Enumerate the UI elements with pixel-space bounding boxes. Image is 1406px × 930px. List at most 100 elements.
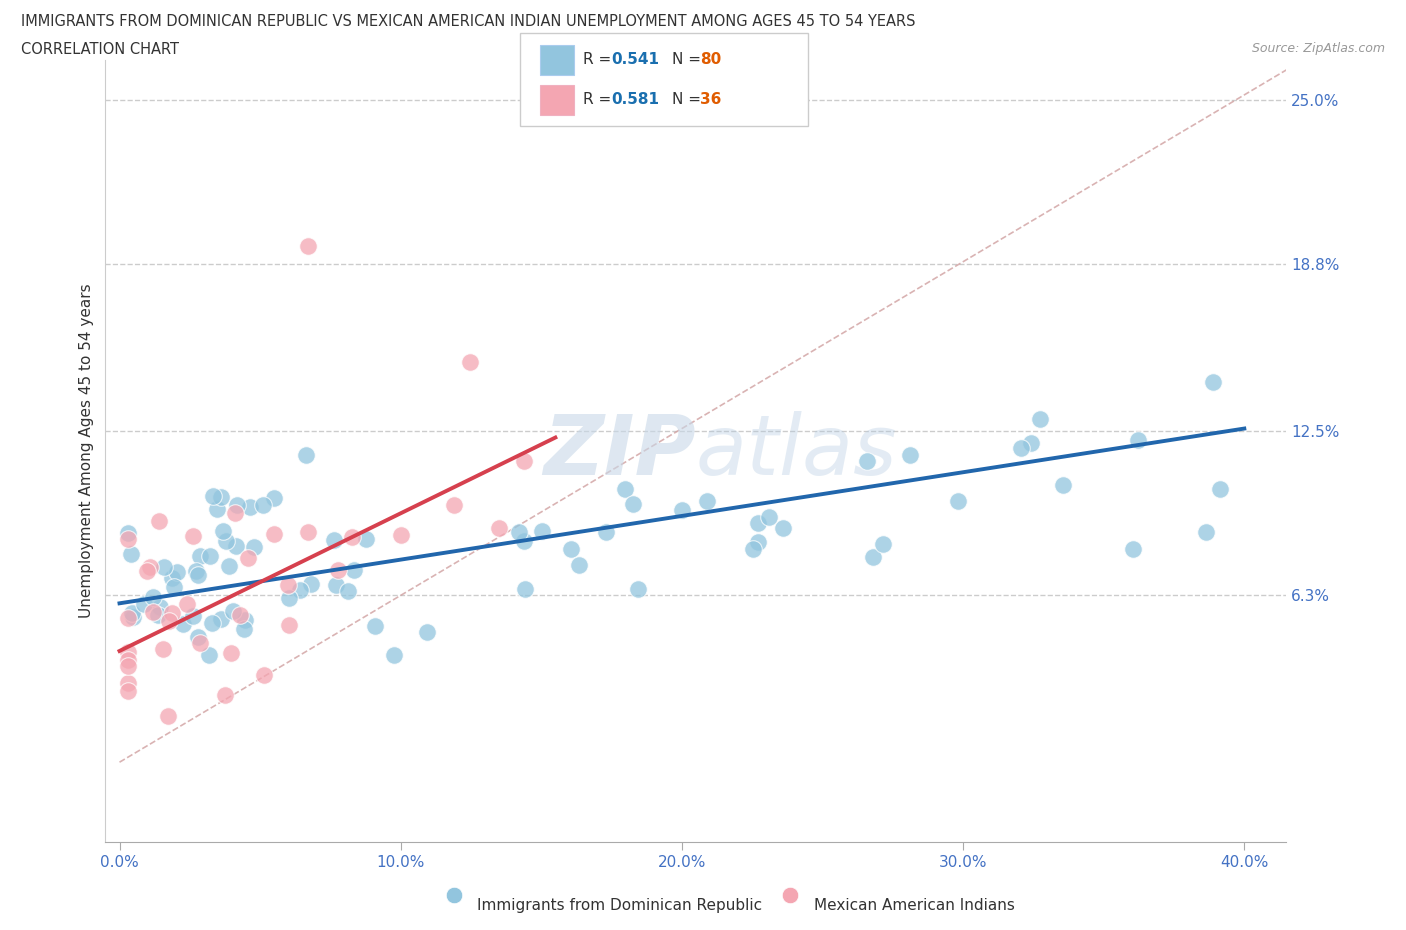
- Point: [382, 647, 405, 662]
- Point: [263, 526, 285, 541]
- Point: [225, 498, 247, 513]
- Text: IMMIGRANTS FROM DOMINICAN REPUBLIC VS MEXICAN AMERICAN INDIAN UNEMPLOYMENT AMONG: IMMIGRANTS FROM DOMINICAN REPUBLIC VS ME…: [21, 14, 915, 29]
- Point: [198, 548, 221, 563]
- Point: [741, 541, 763, 556]
- Point: [117, 658, 139, 673]
- Point: [166, 565, 188, 579]
- Point: [295, 447, 318, 462]
- Point: [148, 513, 170, 528]
- Point: [172, 617, 194, 631]
- Point: [139, 559, 162, 574]
- Text: Source: ZipAtlas.com: Source: ZipAtlas.com: [1251, 42, 1385, 55]
- Point: [389, 527, 412, 542]
- Point: [855, 454, 877, 469]
- Point: [224, 506, 246, 521]
- Point: [187, 568, 209, 583]
- Point: [152, 641, 174, 656]
- Text: Mexican American Indians: Mexican American Indians: [814, 897, 1015, 913]
- Point: [263, 491, 285, 506]
- Point: [531, 524, 554, 538]
- Point: [325, 578, 347, 592]
- Text: 0.541: 0.541: [612, 52, 659, 67]
- Point: [117, 684, 139, 698]
- Point: [508, 525, 530, 539]
- Point: [212, 524, 235, 538]
- Point: [614, 482, 637, 497]
- Text: atlas: atlas: [696, 410, 897, 492]
- Point: [218, 559, 240, 574]
- Point: [290, 583, 312, 598]
- Point: [233, 621, 256, 636]
- Point: [946, 493, 969, 508]
- Point: [132, 596, 155, 611]
- Point: [201, 616, 224, 631]
- Point: [149, 600, 172, 615]
- Point: [1010, 441, 1032, 456]
- Point: [560, 541, 582, 556]
- Point: [152, 560, 174, 575]
- Point: [872, 537, 894, 551]
- Point: [117, 675, 139, 690]
- Point: [188, 635, 211, 650]
- Point: [187, 630, 209, 644]
- Point: [190, 549, 212, 564]
- Point: [236, 551, 259, 565]
- Point: [342, 530, 364, 545]
- Point: [209, 611, 232, 626]
- Text: Immigrants from Dominican Republic: Immigrants from Dominican Republic: [478, 897, 762, 913]
- Point: [328, 563, 350, 578]
- Point: [415, 625, 437, 640]
- Point: [156, 708, 179, 723]
- Point: [299, 577, 322, 591]
- Point: [120, 547, 142, 562]
- Point: [747, 516, 769, 531]
- Point: [623, 497, 645, 512]
- Point: [277, 578, 299, 592]
- Point: [252, 667, 274, 682]
- Point: [898, 447, 921, 462]
- Point: [443, 498, 465, 512]
- Text: CORRELATION CHART: CORRELATION CHART: [21, 42, 179, 57]
- Text: 80: 80: [700, 52, 721, 67]
- Point: [157, 613, 180, 628]
- Point: [758, 510, 780, 525]
- Point: [1029, 411, 1052, 426]
- Point: [163, 579, 186, 594]
- Point: [117, 525, 139, 540]
- Point: [297, 525, 319, 539]
- Point: [772, 520, 794, 535]
- Point: [205, 501, 228, 516]
- Point: [198, 647, 221, 662]
- Point: [278, 591, 301, 605]
- Point: [221, 646, 243, 661]
- Point: [322, 533, 344, 548]
- Point: [297, 238, 319, 253]
- Point: [181, 529, 204, 544]
- Point: [122, 610, 145, 625]
- Point: [225, 538, 247, 553]
- Point: [568, 557, 591, 572]
- Point: [186, 564, 208, 578]
- Point: [142, 604, 165, 619]
- Point: [356, 532, 378, 547]
- Text: R =: R =: [583, 52, 617, 67]
- Point: [513, 454, 536, 469]
- Point: [595, 525, 617, 539]
- Point: [117, 532, 139, 547]
- Point: [121, 605, 143, 620]
- Point: [1195, 525, 1218, 539]
- Point: [513, 582, 536, 597]
- Point: [1202, 375, 1225, 390]
- Point: [862, 550, 884, 565]
- Point: [222, 604, 245, 618]
- Point: [458, 354, 481, 369]
- Point: [696, 494, 718, 509]
- Point: [242, 539, 264, 554]
- Point: [142, 590, 165, 604]
- Point: [136, 564, 159, 578]
- Point: [162, 570, 184, 585]
- Point: [488, 521, 510, 536]
- Point: [277, 618, 299, 633]
- Point: [117, 653, 139, 668]
- Point: [181, 609, 204, 624]
